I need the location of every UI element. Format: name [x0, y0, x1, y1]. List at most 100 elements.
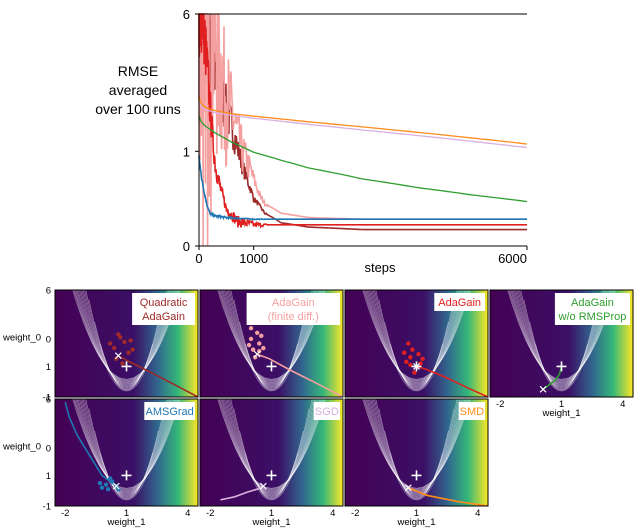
contour-line [77, 290, 176, 384]
contour-line [75, 399, 178, 492]
contour-line [88, 408, 165, 498]
trajectory [402, 341, 488, 397]
y-tick-label: 6 [183, 7, 190, 22]
panel-legend-box [458, 402, 485, 420]
contour-line [395, 366, 438, 392]
panel-x-axis-label: weight_1 [251, 517, 290, 528]
panel-y-tick-label: 1 [46, 471, 51, 482]
contour-line [365, 290, 468, 383]
trajectory-path [220, 485, 264, 501]
panel-legend-label: AdaGain [438, 297, 481, 309]
contour-line [94, 321, 159, 390]
panel-y-tick-label: 0 [46, 334, 51, 345]
contour-line [74, 399, 179, 491]
contour-line [511, 290, 612, 383]
contour-line [219, 290, 324, 382]
trajectory-point [105, 486, 111, 492]
end-marker [112, 482, 120, 490]
contour-line [74, 290, 179, 382]
contour-line [395, 475, 438, 501]
panel-frame [344, 398, 489, 507]
contour-line [512, 290, 611, 384]
end-marker [259, 482, 267, 490]
panel-legend-label: AdaGain [142, 311, 185, 323]
trajectory-point [402, 350, 407, 355]
contour-line [105, 475, 148, 501]
trajectory-point [252, 355, 258, 360]
contour-line [239, 430, 304, 499]
x-tick-label: 1000 [239, 251, 268, 266]
trajectory-point [404, 359, 409, 365]
end-marker [404, 484, 412, 492]
trajectory [539, 361, 567, 393]
contour-line [222, 290, 321, 384]
contour-lines [217, 290, 326, 392]
contour-line [73, 290, 180, 381]
contour-line [519, 290, 604, 388]
contour-line [529, 321, 594, 390]
trajectory-point [116, 332, 121, 337]
trajectory-point [412, 370, 417, 375]
contour-line [230, 399, 313, 498]
series-line-6 [198, 96, 528, 145]
trajectory-path [117, 355, 198, 397]
x-tick-label: 0 [195, 251, 202, 266]
y-tick-label: 0 [183, 239, 190, 254]
panel-x-tick-label: 1 [559, 399, 564, 410]
y-axis-label-line-2: averaged [109, 82, 167, 98]
contour-line [224, 290, 319, 385]
contour-line [366, 290, 467, 383]
panel-x-axis-label: weight_1 [106, 517, 145, 528]
trajectory [64, 401, 132, 492]
panel-legend-box [246, 293, 340, 325]
trajectory-point [257, 348, 262, 354]
contour-line [77, 399, 176, 493]
contour-line [510, 290, 613, 383]
y-axis-label-line-1: RMSE [118, 63, 158, 79]
panel-x-tick-label: 4 [475, 508, 480, 519]
trajectory-point [103, 482, 109, 487]
trajectory-point [248, 336, 254, 342]
series-line-2 [198, 13, 527, 229]
trajectory-path [542, 366, 563, 391]
trajectory-path [256, 353, 343, 397]
contour-line [369, 399, 464, 494]
panel-legend-label: SGD [315, 406, 339, 418]
contour-line [514, 290, 609, 385]
trajectory-point [408, 362, 413, 368]
trajectory-point [255, 330, 260, 335]
end-marker [539, 385, 547, 393]
contour-line [390, 344, 443, 391]
panel-legend-box [434, 293, 485, 311]
trajectory [246, 326, 343, 397]
contour-line [88, 299, 165, 389]
contour-line [371, 399, 462, 495]
chart-series-group [198, 13, 528, 247]
contour-lines [507, 290, 616, 392]
contour-line [72, 290, 181, 380]
x-tick-label: 6000 [498, 251, 527, 266]
trajectory-point [418, 361, 423, 366]
panel-legend-box [554, 293, 630, 325]
trajectory-point [259, 333, 264, 339]
trajectory-path [416, 365, 488, 397]
contour-line [220, 399, 323, 492]
contour-line [364, 399, 469, 491]
contour-line [224, 399, 319, 494]
optimum-marker [556, 361, 567, 372]
rmse-chart: RMSE averaged over 100 runs 0 1000 6000 0 1 6… [95, 7, 528, 275]
contour-line [384, 430, 449, 499]
contour-line [105, 366, 148, 392]
contour-line [218, 290, 325, 381]
contour-line [364, 290, 469, 382]
contour-line [73, 399, 180, 490]
panel-x-axis-label: weight_1 [396, 517, 435, 528]
contour-line [374, 399, 459, 497]
contour-line [535, 344, 588, 391]
contour-line [229, 399, 314, 497]
contour-line [369, 290, 464, 385]
contour-line [218, 399, 325, 490]
panel-legend-box [144, 402, 195, 420]
trajectory-point [246, 342, 252, 348]
contour-line [217, 290, 326, 380]
